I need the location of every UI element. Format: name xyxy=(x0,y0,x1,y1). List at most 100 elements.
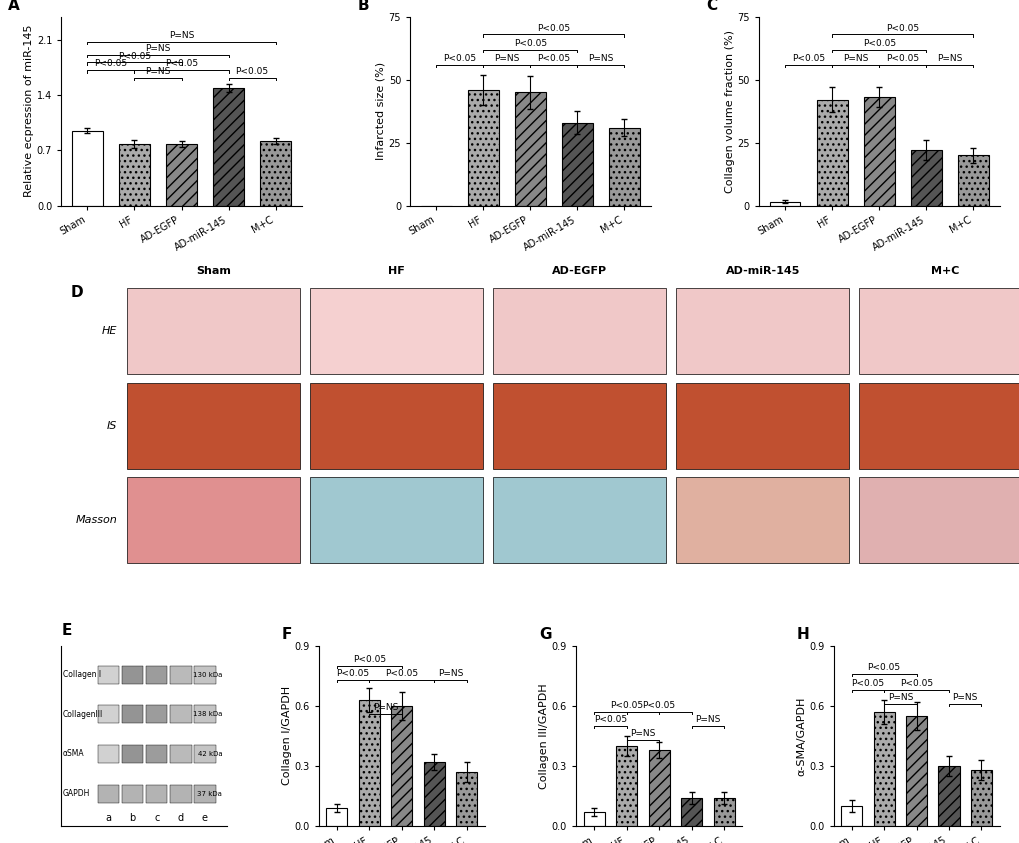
FancyBboxPatch shape xyxy=(858,287,1019,374)
Bar xyxy=(905,716,926,826)
FancyBboxPatch shape xyxy=(146,665,167,684)
Text: P=NS: P=NS xyxy=(887,693,912,702)
Bar xyxy=(166,144,197,206)
FancyBboxPatch shape xyxy=(492,477,665,563)
Text: P<0.05: P<0.05 xyxy=(867,663,900,672)
Bar xyxy=(72,131,103,206)
Bar xyxy=(681,798,701,826)
Text: F: F xyxy=(282,627,292,642)
Text: P=NS: P=NS xyxy=(145,67,170,76)
Text: M+C: M+C xyxy=(930,266,959,277)
Y-axis label: Relative ecpression of miR-145: Relative ecpression of miR-145 xyxy=(24,25,34,197)
Text: 138 kDa: 138 kDa xyxy=(193,711,222,717)
Text: a: a xyxy=(105,813,111,823)
Text: P<0.05: P<0.05 xyxy=(593,715,627,724)
FancyBboxPatch shape xyxy=(194,745,215,763)
Text: G: G xyxy=(539,627,551,642)
Text: GAPDH: GAPDH xyxy=(63,789,90,798)
Text: P<0.05: P<0.05 xyxy=(537,54,570,62)
Bar xyxy=(423,762,444,826)
Bar xyxy=(468,90,498,206)
FancyBboxPatch shape xyxy=(310,383,483,469)
FancyBboxPatch shape xyxy=(121,785,144,803)
Bar xyxy=(515,93,545,206)
Bar xyxy=(816,99,847,206)
FancyBboxPatch shape xyxy=(492,383,665,469)
Text: P=NS: P=NS xyxy=(695,715,719,724)
Text: P=NS: P=NS xyxy=(588,54,613,62)
FancyBboxPatch shape xyxy=(858,383,1019,469)
Text: P<0.05: P<0.05 xyxy=(165,59,198,68)
Bar xyxy=(608,127,639,206)
Text: e: e xyxy=(202,813,208,823)
Text: AD-EGFP: AD-EGFP xyxy=(551,266,606,277)
FancyBboxPatch shape xyxy=(126,383,301,469)
FancyBboxPatch shape xyxy=(121,745,144,763)
Y-axis label: Collagen III/GAPDH: Collagen III/GAPDH xyxy=(538,683,548,789)
Text: P<0.05: P<0.05 xyxy=(443,54,476,62)
Text: P<0.05: P<0.05 xyxy=(537,24,570,33)
FancyBboxPatch shape xyxy=(170,785,192,803)
Text: H: H xyxy=(796,627,809,642)
Bar xyxy=(561,122,592,206)
FancyBboxPatch shape xyxy=(98,745,119,763)
Text: P=NS: P=NS xyxy=(145,44,170,53)
Text: P=NS: P=NS xyxy=(952,693,977,702)
Text: P<0.05: P<0.05 xyxy=(118,51,151,61)
Text: P<0.05: P<0.05 xyxy=(862,39,895,48)
Text: P<0.05: P<0.05 xyxy=(609,701,643,710)
FancyBboxPatch shape xyxy=(121,665,144,684)
Text: Collagen I: Collagen I xyxy=(63,670,101,679)
FancyBboxPatch shape xyxy=(126,477,301,563)
FancyBboxPatch shape xyxy=(676,287,849,374)
FancyBboxPatch shape xyxy=(858,477,1019,563)
Text: D: D xyxy=(70,285,84,300)
Text: 37 kDa: 37 kDa xyxy=(198,791,222,797)
FancyBboxPatch shape xyxy=(126,287,301,374)
Text: 42 kDa: 42 kDa xyxy=(198,751,222,757)
Bar xyxy=(213,88,244,206)
Bar xyxy=(455,772,477,826)
Text: c: c xyxy=(154,813,159,823)
Text: b: b xyxy=(129,813,136,823)
FancyBboxPatch shape xyxy=(676,477,849,563)
FancyBboxPatch shape xyxy=(310,477,483,563)
Text: P<0.05: P<0.05 xyxy=(95,59,127,68)
Bar xyxy=(713,798,734,826)
Text: Masson: Masson xyxy=(75,515,117,525)
Bar xyxy=(260,141,290,206)
FancyBboxPatch shape xyxy=(194,665,215,684)
Text: P<0.05: P<0.05 xyxy=(642,701,675,710)
Text: HF: HF xyxy=(388,266,405,277)
Text: C: C xyxy=(705,0,716,13)
Text: P=NS: P=NS xyxy=(437,669,463,678)
Text: HE: HE xyxy=(102,326,117,336)
Text: αSMA: αSMA xyxy=(63,749,85,759)
Y-axis label: Collagen I/GAPDH: Collagen I/GAPDH xyxy=(281,686,291,786)
Y-axis label: Collagen volume fraction (%): Collagen volume fraction (%) xyxy=(723,30,734,193)
Bar xyxy=(970,770,991,826)
FancyBboxPatch shape xyxy=(146,745,167,763)
Text: P<0.05: P<0.05 xyxy=(899,679,932,688)
Bar xyxy=(648,750,669,826)
Text: P<0.05: P<0.05 xyxy=(385,669,418,678)
Bar xyxy=(615,746,637,826)
Text: P=NS: P=NS xyxy=(169,31,194,40)
Bar xyxy=(957,155,987,206)
Text: P=NS: P=NS xyxy=(494,54,519,62)
Text: P<0.05: P<0.05 xyxy=(336,669,369,678)
Text: E: E xyxy=(61,624,71,638)
Text: d: d xyxy=(177,813,183,823)
Y-axis label: Infarcted size (%): Infarcted size (%) xyxy=(375,62,385,160)
Bar xyxy=(326,808,346,826)
Text: P<0.05: P<0.05 xyxy=(886,54,918,62)
Bar xyxy=(863,97,894,206)
Text: P<0.05: P<0.05 xyxy=(235,67,268,76)
FancyBboxPatch shape xyxy=(170,745,192,763)
Text: P=NS: P=NS xyxy=(936,54,962,62)
Bar xyxy=(119,144,150,206)
FancyBboxPatch shape xyxy=(492,287,665,374)
Bar xyxy=(937,766,959,826)
Text: P<0.05: P<0.05 xyxy=(353,655,385,664)
Text: P<0.05: P<0.05 xyxy=(886,24,918,33)
